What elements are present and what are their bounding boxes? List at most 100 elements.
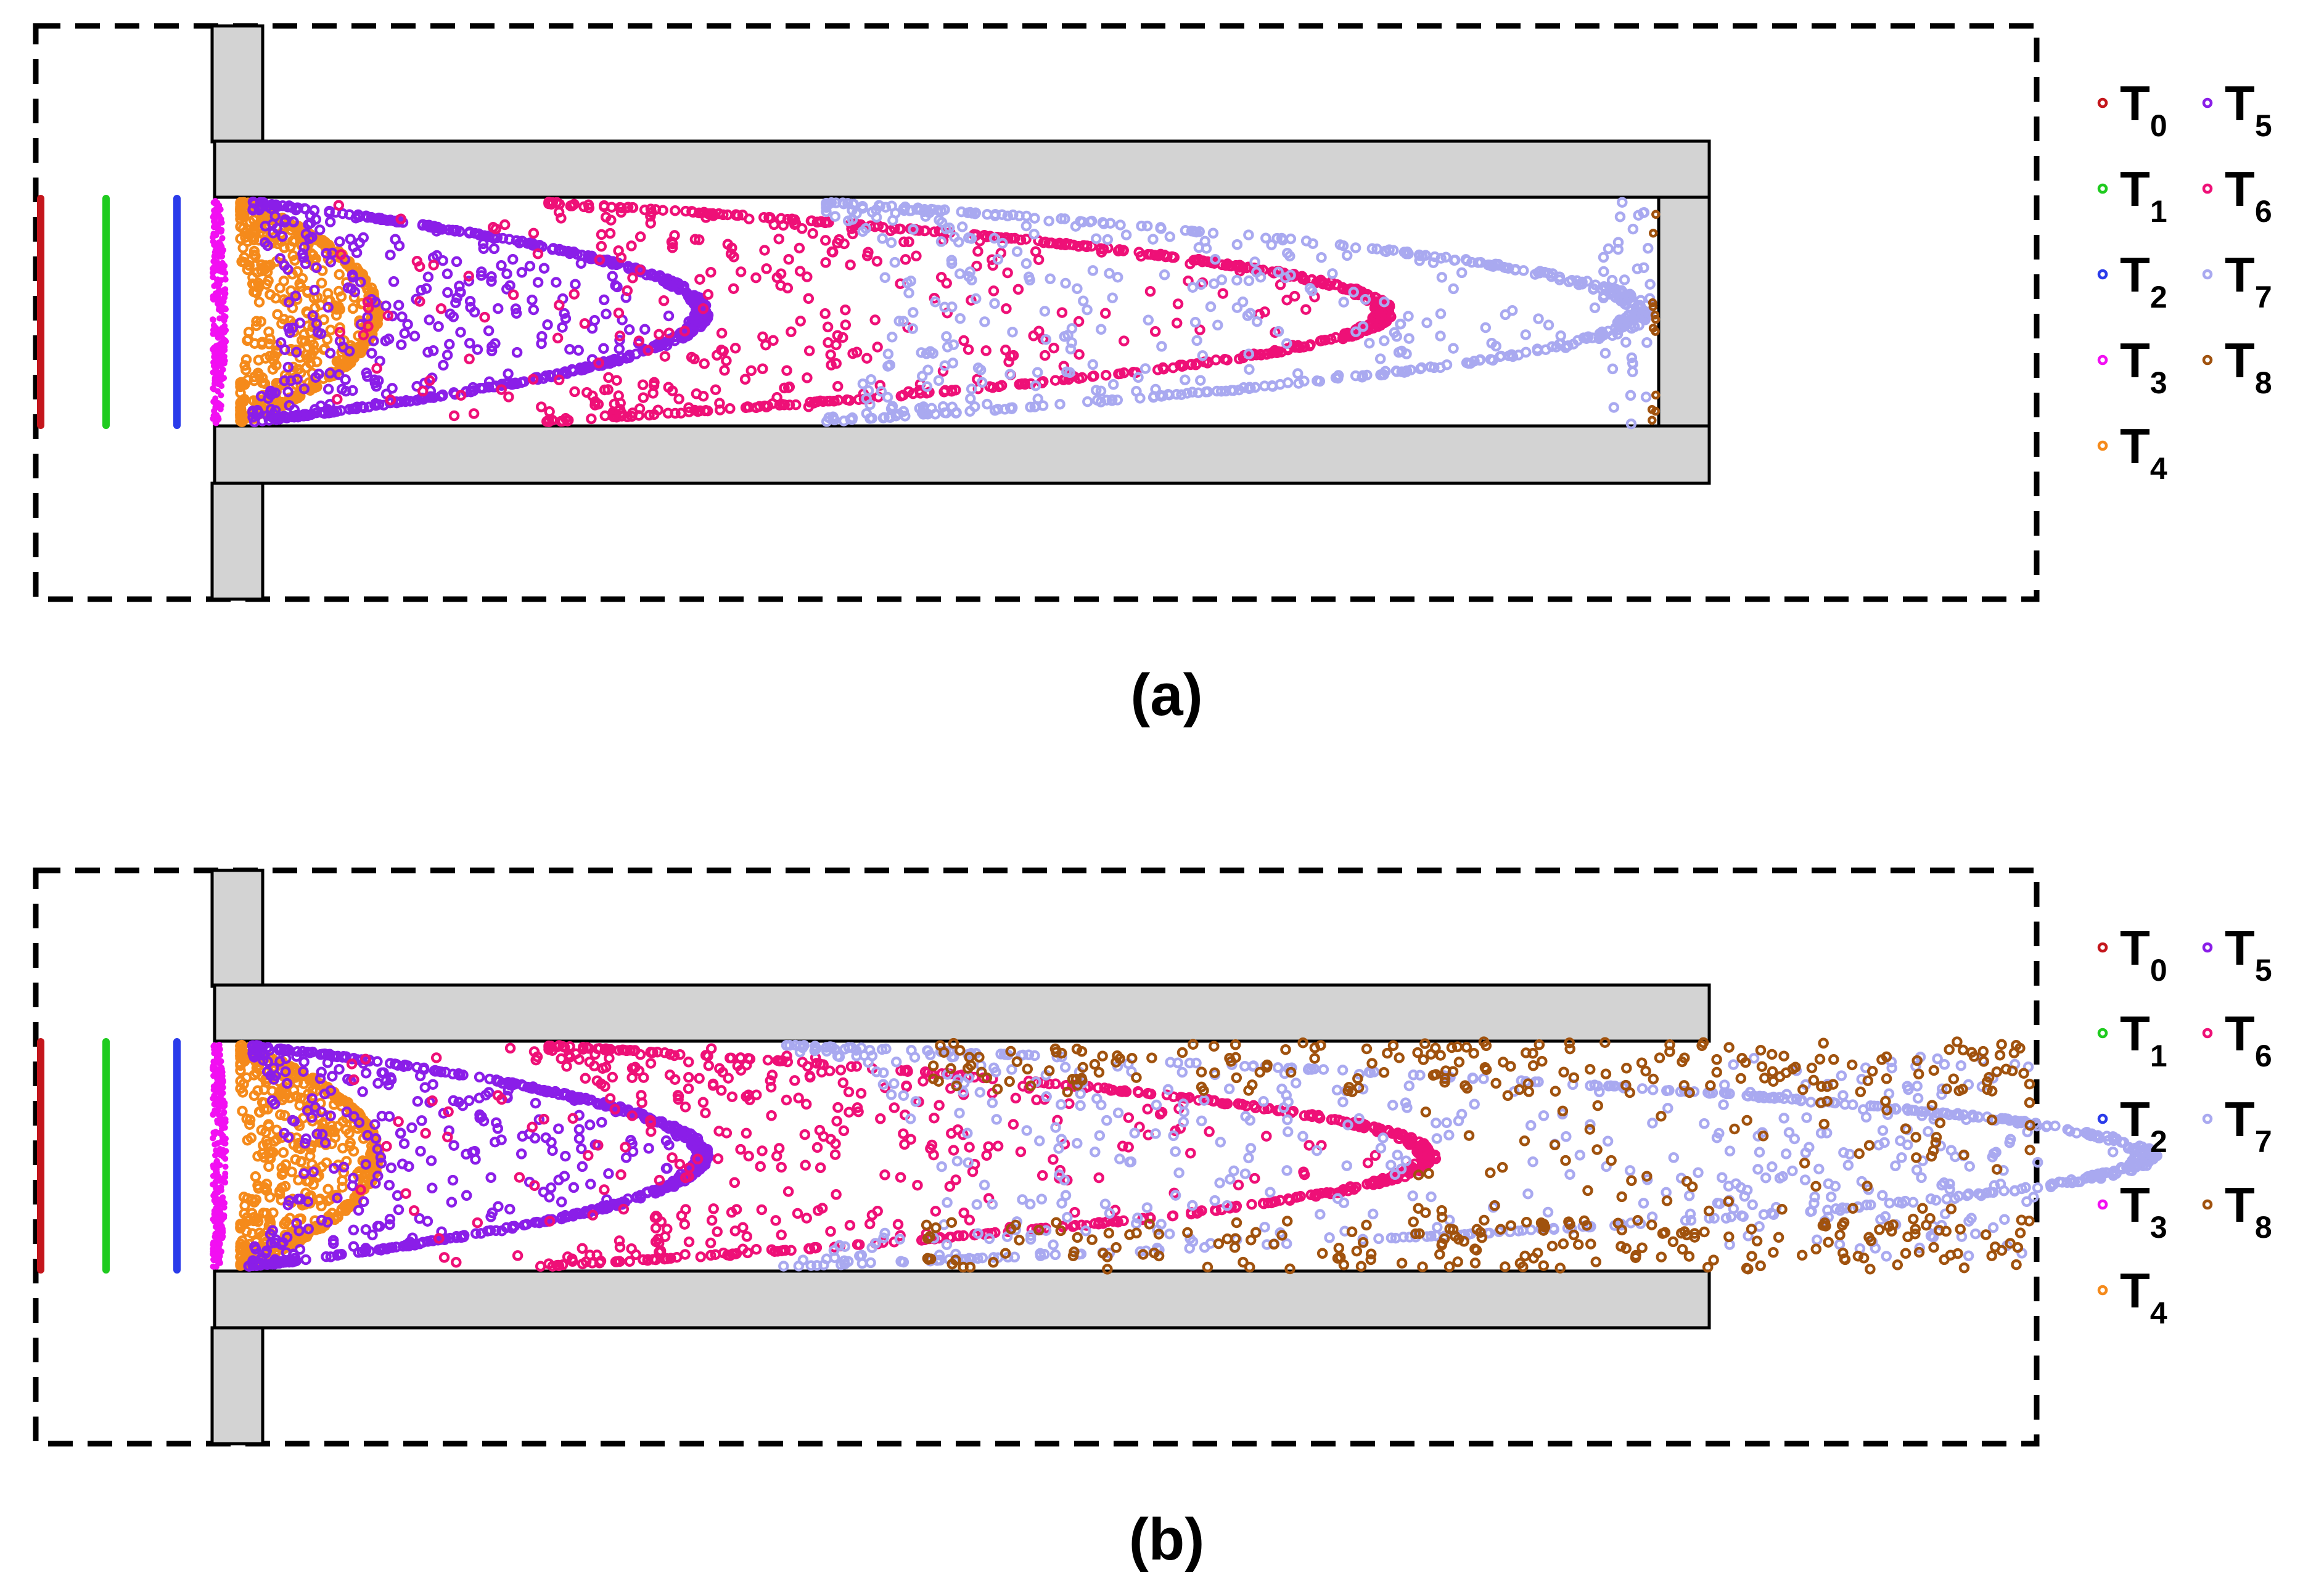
particle-t3 <box>213 367 220 374</box>
particle-t3 <box>215 297 222 303</box>
particle-t5 <box>300 203 311 215</box>
particle-t5 <box>388 276 400 287</box>
particle-t5 <box>265 203 277 215</box>
particle-t5 <box>438 359 449 371</box>
particle-t5 <box>328 406 340 418</box>
particle-t3 <box>212 220 219 227</box>
particle-t4 <box>362 283 374 294</box>
particle-t3 <box>210 385 216 391</box>
particle-t4 <box>265 289 276 300</box>
particle-t5 <box>347 269 358 280</box>
particle-t5 <box>551 277 562 288</box>
particle-t3 <box>217 1095 224 1102</box>
particle-t4 <box>285 345 297 356</box>
particle-t3 <box>220 1194 226 1201</box>
particle-t5 <box>305 218 316 229</box>
particle-t5 <box>314 224 326 235</box>
particle-t5 <box>614 343 625 354</box>
particle-t5 <box>369 374 380 386</box>
particle-t3 <box>218 376 225 383</box>
particle-t5 <box>431 250 443 261</box>
pipe-wall-bottom <box>213 424 1711 485</box>
particle-t5 <box>486 271 497 282</box>
particle-t5 <box>492 303 504 314</box>
particle-t5 <box>289 404 300 415</box>
particle-t3 <box>214 277 221 284</box>
particle-t5 <box>467 382 478 393</box>
particle-t5 <box>561 368 573 379</box>
particle-t5 <box>472 344 483 355</box>
particle-t5 <box>441 350 453 361</box>
particle-t5 <box>573 345 584 356</box>
particle-t5 <box>298 252 309 263</box>
pipe-end-cap <box>1657 195 1711 428</box>
particle-t4 <box>235 221 246 232</box>
particle-t5 <box>488 232 499 244</box>
particle-t5 <box>464 226 475 238</box>
particle-t5 <box>322 301 334 313</box>
particle-t4 <box>272 309 283 320</box>
particle-t5 <box>284 297 295 308</box>
particle-t3 <box>222 338 229 345</box>
particle-t5 <box>310 372 321 383</box>
particle-t4 <box>271 359 282 371</box>
particle-cloud-a <box>210 196 1661 430</box>
particle-t3 <box>215 381 222 388</box>
particle-t5 <box>697 318 708 330</box>
particle-t4 <box>296 335 308 346</box>
particle-t3 <box>221 346 228 353</box>
particle-t5 <box>311 262 322 273</box>
particle-t3 <box>215 1173 222 1180</box>
particle-t3 <box>219 235 226 242</box>
particle-t5 <box>269 210 281 222</box>
particle-t3 <box>210 212 217 219</box>
particle-t4 <box>235 402 246 414</box>
particle-t4 <box>297 273 308 284</box>
particle-t5 <box>340 374 351 385</box>
particle-t5 <box>271 223 283 234</box>
particle-t4 <box>316 237 327 248</box>
particle-t6 <box>644 409 655 421</box>
panel-label-a: (a) <box>1130 662 1202 728</box>
particle-t5 <box>454 280 465 292</box>
particle-t5 <box>528 304 540 316</box>
particle-t3 <box>218 1087 224 1094</box>
particle-t3 <box>210 330 216 337</box>
particle-t4 <box>257 377 268 388</box>
particle-t5 <box>279 375 290 387</box>
particle-t5 <box>431 226 442 237</box>
particle-t3 <box>218 402 224 409</box>
particle-t5 <box>448 311 459 322</box>
particle-t5 <box>291 346 302 358</box>
particle-t5 <box>623 324 635 335</box>
particle-t5 <box>399 328 410 339</box>
particle-t5 <box>368 335 379 346</box>
particle-t5 <box>477 238 489 250</box>
particle-t4 <box>265 350 276 362</box>
particle-t5 <box>340 385 351 397</box>
particle-t5 <box>689 290 700 301</box>
particle-t5 <box>532 277 544 288</box>
particle-t4 <box>276 318 287 329</box>
particle-t3 <box>210 269 216 276</box>
particle-t5 <box>275 337 287 348</box>
particle-t4 <box>334 269 345 280</box>
particle-t4 <box>240 354 252 366</box>
particle-t5 <box>428 345 439 356</box>
particle-t3 <box>222 313 229 320</box>
particle-t5 <box>510 303 522 314</box>
particle-t3 <box>211 1141 218 1148</box>
particle-t5 <box>610 280 621 292</box>
particle-t3 <box>222 270 229 276</box>
pipe-wall-bottom <box>213 1269 1711 1330</box>
particle-t5 <box>409 330 421 342</box>
particle-t5 <box>396 311 408 322</box>
particle-t5 <box>324 205 335 217</box>
particle-t5 <box>638 346 649 357</box>
particle-t5 <box>247 407 258 418</box>
particle-t5 <box>503 368 514 380</box>
particle-t5 <box>422 271 434 283</box>
particle-t5 <box>447 224 458 236</box>
particle-t5 <box>259 237 271 248</box>
